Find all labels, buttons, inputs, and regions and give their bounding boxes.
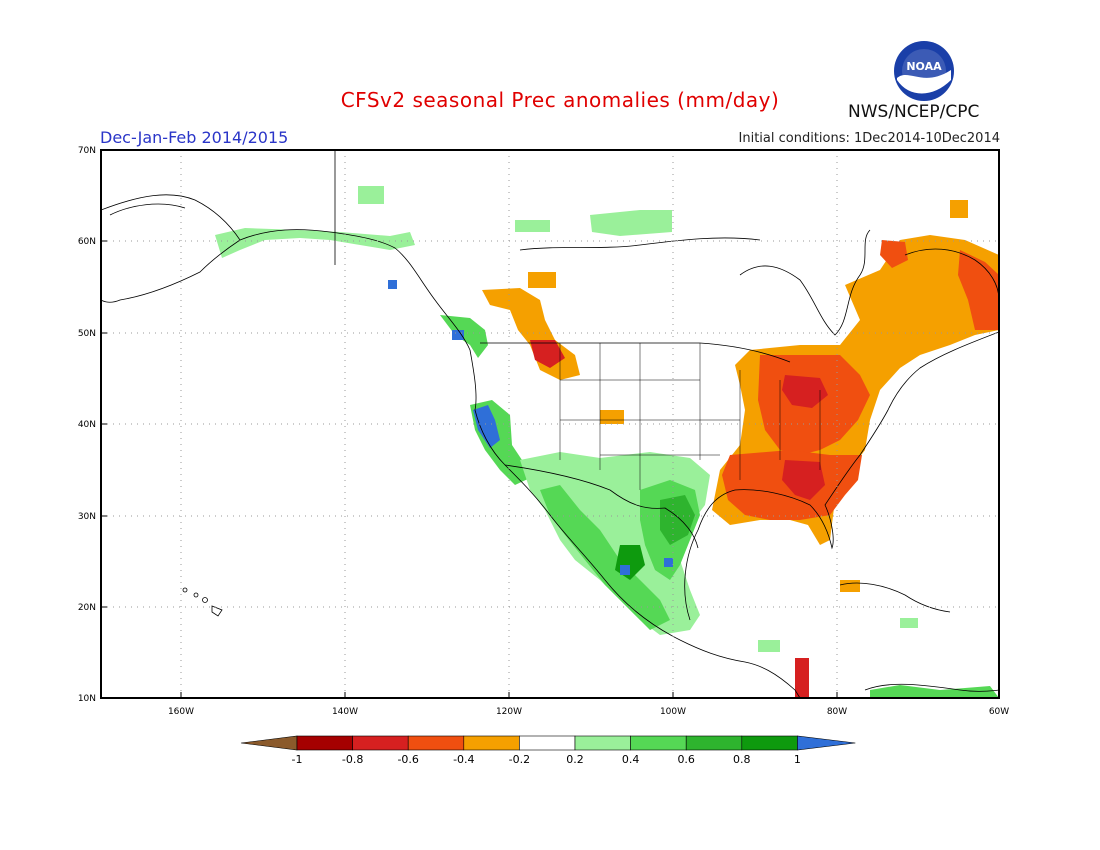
strong-wet-bc: [452, 330, 464, 340]
legend-tick-label: -0.6: [397, 753, 418, 766]
state-borders: [559, 343, 821, 490]
legend-tick-label: -1: [292, 753, 303, 766]
wet-anomaly-arctic-2: [590, 210, 672, 236]
wet-anomaly-mexico-west: [540, 485, 670, 630]
dry-anomaly-core-southeast: [782, 460, 825, 500]
coastlines: [101, 150, 999, 698]
hawaii: [182, 587, 223, 617]
lon-label: 160W: [168, 707, 194, 717]
anomaly-fields: [215, 186, 999, 698]
coast-arctic-islands: [519, 237, 761, 251]
wet-anomaly-texas: [660, 495, 695, 545]
legend-tick-label: -0.2: [509, 753, 530, 766]
legend-tick-label: 1: [794, 753, 801, 766]
legend-tick-label: -0.4: [453, 753, 474, 766]
strong-wet-cell-1: [620, 565, 630, 575]
legend-swatch: [407, 735, 465, 751]
latitude-labels: 70N 60N 50N 40N 30N 20N 10N: [78, 146, 96, 704]
gridlines: [101, 150, 999, 698]
wet-anomaly-alaska: [215, 228, 415, 258]
legend-swatch: [519, 735, 576, 751]
color-legend: -1 -0.8 -0.6 -0.4 -0.2 0.2 0.4 0.6 0.8 1: [240, 735, 856, 766]
legend-arrow-low: [240, 735, 298, 751]
lon-label: 120W: [496, 707, 522, 717]
noaa-logo-text: NOAA: [906, 60, 942, 73]
wet-anomaly-south-america: [870, 685, 999, 698]
legend-tick-label: 0.8: [733, 753, 751, 766]
coast-hudson-bay: [739, 229, 871, 336]
legend-tick-label: -0.8: [342, 753, 363, 766]
dry-anomaly-core-northwest: [530, 340, 565, 368]
border-us-canada: [480, 342, 791, 363]
lat-label: 70N: [78, 146, 96, 156]
dry-anomaly-newfoundland: [958, 250, 999, 330]
dry-anomaly-cuba: [840, 580, 860, 592]
coast-south-america: [864, 683, 999, 692]
wet-anomaly-arctic-3: [515, 220, 550, 232]
axis-ticks: [101, 149, 838, 698]
chart-title: CFSv2 seasonal Prec anomalies (mm/day): [340, 88, 780, 112]
dry-anomaly-colorado: [600, 410, 624, 424]
noaa-logo: NOAA: [893, 40, 955, 102]
coast-pacific: [239, 229, 801, 698]
dry-anomaly-core-lakes: [782, 375, 828, 408]
lon-label: 100W: [660, 707, 686, 717]
legend-arrow-high: [797, 735, 856, 751]
lat-label: 30N: [78, 512, 96, 522]
agency-label: NWS/NCEP/CPC: [848, 102, 980, 122]
lat-label: 20N: [78, 603, 96, 613]
lon-label: 80W: [827, 707, 847, 717]
legend-swatch: [630, 735, 687, 751]
wet-anomaly-central-america: [758, 640, 780, 652]
wet-anomaly-caribbean: [900, 618, 918, 628]
coast-alaska-west: [101, 194, 241, 303]
us-state-lines: [559, 343, 821, 490]
longitude-labels: 160W 140W 120W 100W 80W 60W: [168, 707, 1009, 717]
legend-swatch: [685, 735, 743, 751]
initial-conditions-label: Initial conditions: 1Dec2014-10Dec2014: [738, 131, 1000, 146]
legend-swatch: [741, 735, 798, 751]
dry-anomaly-central-america: [795, 658, 809, 698]
coast-gulf-atlantic: [684, 331, 999, 621]
wet-anomaly-arctic-1: [358, 186, 384, 204]
lat-label: 10N: [78, 694, 96, 704]
border-us-mexico: [504, 464, 699, 549]
legend-swatch: [296, 735, 353, 751]
legend-tick-label: 0.4: [622, 753, 640, 766]
legend-swatch: [574, 735, 631, 751]
dry-anomaly-canada-1: [528, 272, 556, 288]
season-label: Dec-Jan-Feb 2014/2015: [100, 128, 289, 147]
lat-label: 60N: [78, 237, 96, 247]
legend-tick-label: 0.6: [677, 753, 695, 766]
coast-caribbean-islands: [839, 582, 951, 613]
legend-swatch: [463, 735, 520, 751]
dry-anomaly-quebec: [880, 240, 908, 268]
coast-arctic: [109, 203, 186, 216]
lat-label: 50N: [78, 329, 96, 339]
strong-wet-california: [473, 405, 500, 448]
lat-label: 40N: [78, 420, 96, 430]
legend-swatch: [352, 735, 409, 751]
strong-wet-alaska-panhandle: [388, 280, 397, 289]
dry-anomaly-labrador: [950, 200, 968, 218]
lon-label: 140W: [332, 707, 358, 717]
strong-wet-cell-2: [664, 558, 673, 567]
legend-tick-label: 0.2: [566, 753, 584, 766]
lon-label: 60W: [989, 707, 1009, 717]
coast-labrador: [904, 248, 999, 301]
